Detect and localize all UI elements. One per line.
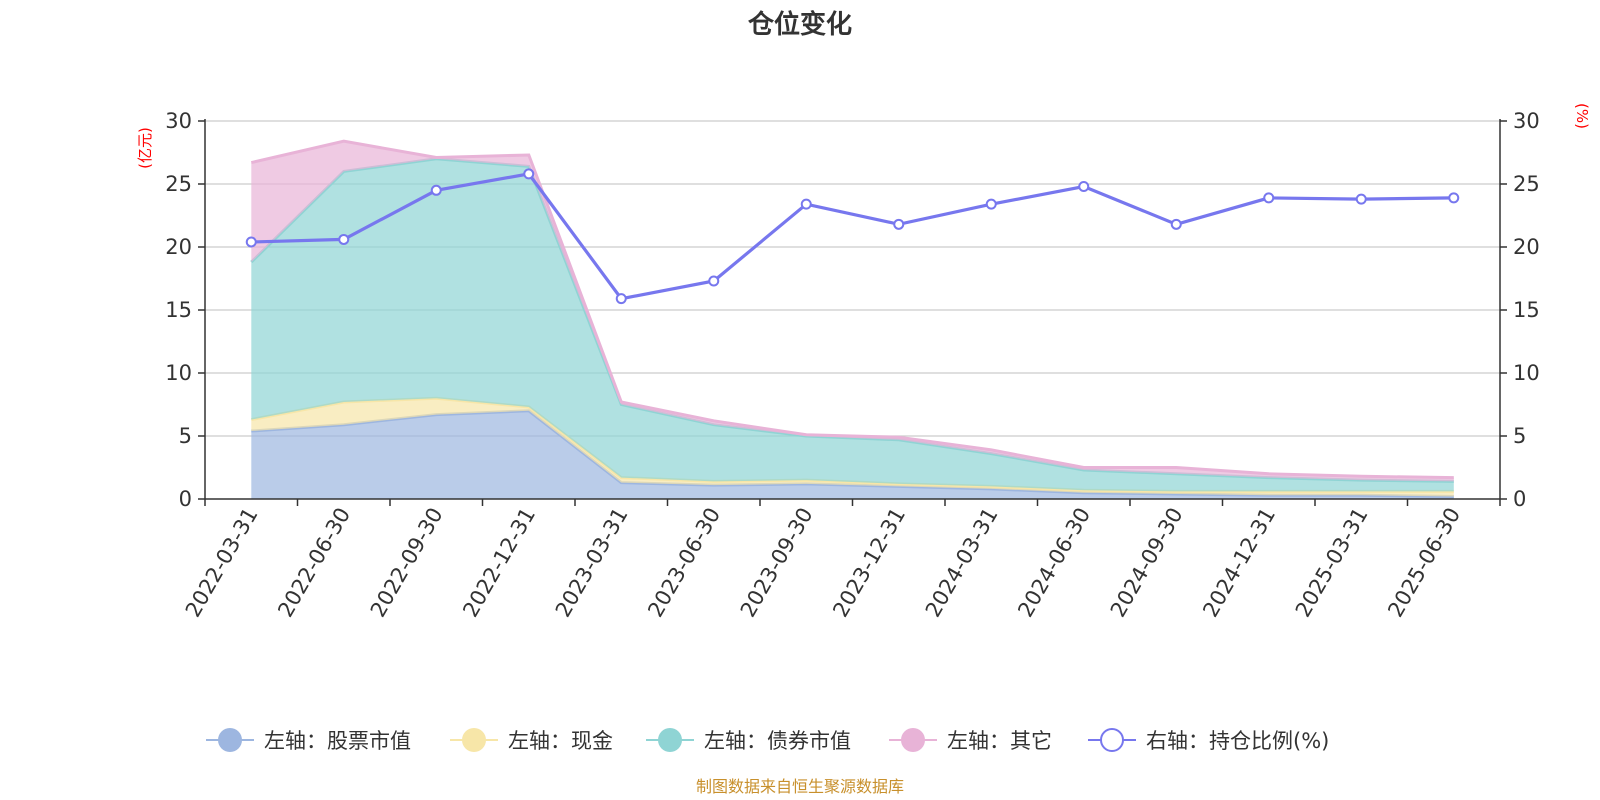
left-tick-label: 30 (165, 109, 192, 133)
ratio-point (615, 293, 627, 305)
x-tick-label: 2023-03-31 (551, 504, 633, 622)
area-series-1 (251, 410, 1454, 499)
ratio-point (1078, 181, 1090, 193)
x-tick-label: 2022-09-30 (366, 504, 448, 622)
legend-item-2[interactable]: 左轴：现金 (450, 728, 613, 753)
left-tick-label: 0 (179, 487, 192, 511)
legend-label: 左轴：现金 (508, 729, 613, 753)
x-tick-label: 2024-09-30 (1106, 504, 1188, 622)
ratio-point (893, 218, 905, 230)
legend-marker (218, 728, 242, 752)
legend-item-5[interactable]: 右轴：持仓比例(%) (1088, 728, 1329, 753)
x-tick-label: 2025-03-31 (1291, 504, 1373, 622)
ratio-point (523, 168, 535, 180)
ratio-point (338, 233, 350, 245)
ratio-point (800, 198, 812, 210)
ratio-point (1170, 218, 1182, 230)
ratio-line (251, 172, 1454, 301)
left-tick-label: 20 (165, 235, 192, 259)
right-tick-label: 25 (1513, 172, 1540, 196)
legend-item-1[interactable]: 左轴：股票市值 (206, 728, 411, 753)
ratio-point (1263, 192, 1275, 204)
x-tick-label: 2023-12-31 (828, 504, 910, 622)
legend-marker (901, 728, 925, 752)
left-axis-unit: (亿元) (136, 127, 154, 169)
area-series-edge-4 (250, 139, 1454, 480)
ratio-line-series (245, 168, 1460, 305)
x-tick-label: 2022-12-31 (458, 504, 540, 622)
left-tick-label: 10 (165, 361, 192, 385)
x-tick-label: 2024-03-31 (921, 504, 1003, 622)
area-series-2 (251, 398, 1454, 497)
right-tick-label: 20 (1513, 235, 1540, 259)
left-tick-label: 25 (165, 172, 192, 196)
right-tick-label: 15 (1513, 298, 1540, 322)
right-tick-label: 10 (1513, 361, 1540, 385)
right-tick-label: 0 (1513, 487, 1526, 511)
legend[interactable]: 左轴：股票市值 左轴：现金 左轴：债券市值 左轴：其它 右轴：持仓比例(%) (206, 728, 1329, 753)
right-tick-label: 30 (1513, 109, 1540, 133)
x-tick-label: 2022-06-30 (273, 504, 355, 622)
legend-marker (658, 728, 682, 752)
data-source-note: 制图数据来自恒生聚源数据库 (696, 777, 904, 796)
x-tick-label: 2023-06-30 (643, 504, 725, 622)
x-tick-label: 2023-09-30 (736, 504, 818, 622)
legend-label: 右轴：持仓比例(%) (1146, 729, 1329, 753)
legend-label: 左轴：股票市值 (264, 729, 411, 753)
legend-marker (1100, 728, 1124, 752)
ratio-point (708, 275, 720, 287)
area-series (250, 139, 1454, 499)
x-tick-label: 2022-03-31 (181, 504, 263, 622)
legend-marker (462, 728, 486, 752)
legend-label: 左轴：其它 (947, 729, 1052, 753)
legend-item-3[interactable]: 左轴：债券市值 (646, 728, 851, 753)
right-axis-unit: (%) (1573, 103, 1591, 129)
legend-item-4[interactable]: 左轴：其它 (889, 728, 1052, 753)
ratio-point (430, 184, 442, 196)
ratio-point (985, 198, 997, 210)
x-tick-label: 2024-06-30 (1013, 504, 1095, 622)
left-tick-label: 15 (165, 298, 192, 322)
area-series-3 (251, 158, 1454, 492)
x-tick-label: 2024-12-31 (1198, 504, 1280, 622)
chart-title: 仓位变化 (747, 9, 852, 40)
x-tick-label: 2025-06-30 (1383, 504, 1465, 622)
ratio-point (245, 236, 257, 248)
legend-label: 左轴：债券市值 (704, 729, 851, 753)
ratio-point (1355, 193, 1367, 205)
right-tick-label: 5 (1513, 424, 1526, 448)
left-tick-label: 5 (179, 424, 192, 448)
ratio-point (1448, 192, 1460, 204)
